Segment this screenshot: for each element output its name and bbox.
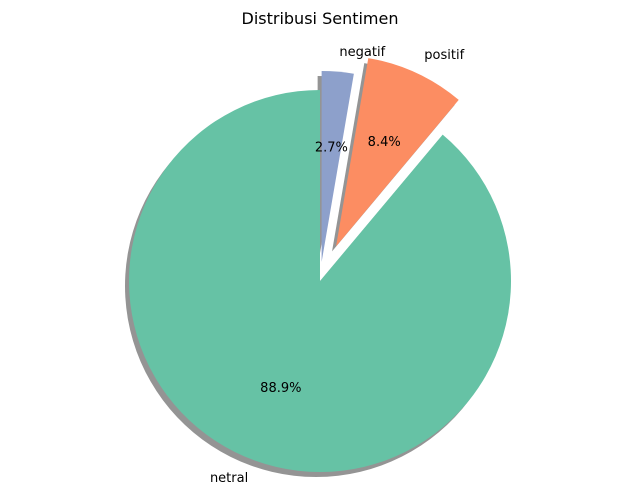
pie-labels: netral 88.9% positif 8.4% negatif 2.7%	[210, 45, 465, 486]
pie-slice-negatif	[321, 70, 354, 262]
pie-slice-netral	[128, 90, 511, 473]
pie-slice-positif	[336, 58, 459, 247]
pie-percent-positif: 8.4%	[368, 135, 401, 150]
pie-slices	[128, 58, 511, 473]
chart-title: Distribusi Sentimen	[242, 9, 399, 28]
pie-percent-negatif: 2.7%	[315, 140, 348, 155]
pie-label-positif: positif	[424, 48, 464, 63]
pie-label-netral: netral	[210, 471, 248, 486]
pie-label-negatif: negatif	[339, 45, 385, 60]
pie-percent-netral: 88.9%	[260, 381, 301, 396]
